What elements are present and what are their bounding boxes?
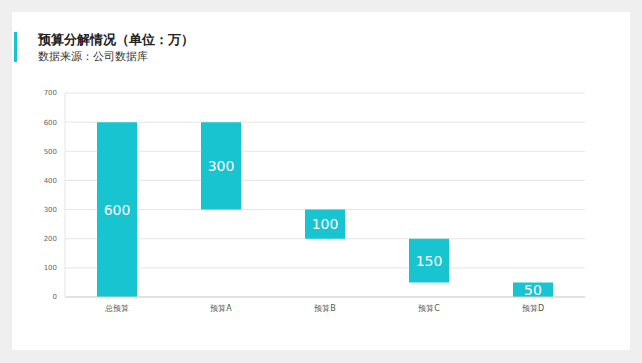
svg-text:总预算: 总预算 bbox=[104, 304, 129, 313]
svg-text:50: 50 bbox=[524, 282, 542, 298]
svg-text:700: 700 bbox=[44, 89, 57, 97]
svg-text:400: 400 bbox=[44, 177, 57, 185]
svg-text:500: 500 bbox=[44, 148, 57, 156]
svg-text:100: 100 bbox=[312, 216, 339, 232]
svg-text:300: 300 bbox=[44, 206, 57, 214]
svg-text:预算D: 预算D bbox=[522, 304, 544, 313]
html-text:数据来源：公司数据库: 数据来源：公司数据库 bbox=[38, 50, 148, 63]
svg-text:600: 600 bbox=[104, 202, 131, 218]
svg-text:预算A: 预算A bbox=[210, 304, 232, 313]
svg-text:300: 300 bbox=[208, 158, 235, 174]
svg-text:200: 200 bbox=[44, 235, 57, 243]
svg-text:预算B: 预算B bbox=[314, 304, 336, 313]
html-text:预算分解情况（单位：万）: 预算分解情况（单位：万） bbox=[38, 32, 194, 47]
svg-text:预算C: 预算C bbox=[418, 304, 440, 313]
svg-text:0: 0 bbox=[53, 293, 57, 301]
svg-text:150: 150 bbox=[416, 253, 443, 269]
svg-text:100: 100 bbox=[44, 264, 57, 272]
svg-text:600: 600 bbox=[44, 119, 57, 127]
